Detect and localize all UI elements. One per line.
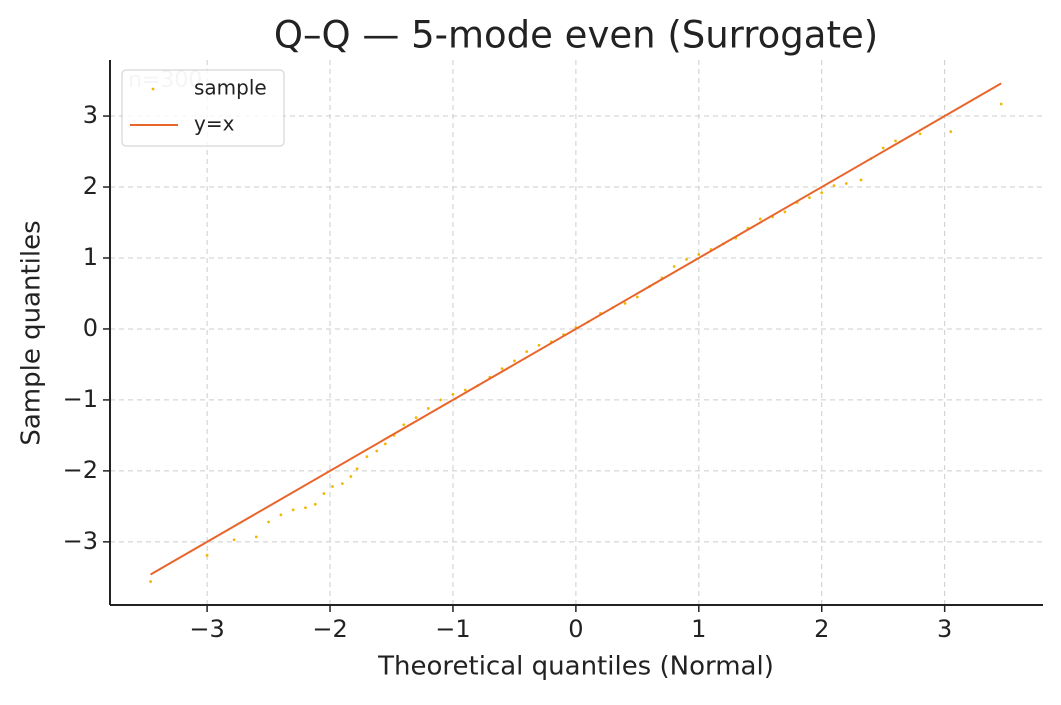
point bbox=[463, 388, 467, 392]
y-axis-label: Sample quantiles bbox=[17, 220, 47, 445]
y-tick-label: −1 bbox=[63, 385, 98, 413]
point bbox=[149, 580, 152, 583]
x-tick-label: −1 bbox=[435, 615, 470, 643]
point bbox=[783, 210, 787, 214]
reference-line bbox=[150, 82, 1002, 576]
point bbox=[414, 416, 418, 420]
point bbox=[232, 538, 236, 542]
point bbox=[859, 178, 863, 182]
legend-label: y=x bbox=[194, 112, 235, 136]
x-tick-label: 3 bbox=[937, 615, 952, 643]
point bbox=[279, 513, 283, 517]
point bbox=[291, 508, 295, 512]
point bbox=[672, 265, 676, 268]
x-tick-label: 1 bbox=[691, 615, 706, 643]
y-tick-label: −2 bbox=[63, 456, 98, 484]
point bbox=[537, 343, 541, 347]
point bbox=[402, 423, 406, 427]
point bbox=[254, 535, 258, 539]
point bbox=[918, 132, 922, 136]
point bbox=[355, 467, 359, 471]
point bbox=[513, 359, 516, 363]
point bbox=[451, 392, 455, 396]
y-tick-label: 2 bbox=[83, 172, 98, 200]
chart-title: Q–Q — 5-mode even (Surrogate) bbox=[274, 14, 878, 57]
point bbox=[331, 485, 334, 488]
point bbox=[383, 442, 387, 446]
point bbox=[685, 258, 688, 261]
y-tick-label: 3 bbox=[83, 101, 98, 129]
point bbox=[375, 449, 379, 453]
point bbox=[820, 191, 824, 195]
point bbox=[426, 407, 430, 410]
legend-box bbox=[121, 69, 285, 147]
y-tick-label: 0 bbox=[83, 314, 98, 342]
point bbox=[758, 217, 762, 221]
point bbox=[894, 139, 897, 143]
x-axis-label: Theoretical quantiles (Normal) bbox=[377, 652, 774, 682]
legend-label: sample bbox=[194, 76, 267, 100]
point bbox=[697, 253, 701, 256]
point bbox=[313, 502, 317, 506]
legend-marker bbox=[151, 87, 155, 91]
point bbox=[340, 482, 344, 486]
point bbox=[881, 146, 885, 150]
point bbox=[525, 350, 529, 354]
y-tick-label: −3 bbox=[63, 527, 98, 555]
point bbox=[844, 182, 848, 185]
point bbox=[304, 506, 307, 510]
x-tick-label: 0 bbox=[568, 615, 583, 643]
point bbox=[322, 492, 326, 495]
y-tick-label: 1 bbox=[83, 243, 98, 271]
point bbox=[349, 475, 353, 478]
point bbox=[439, 398, 443, 402]
x-tick-label: −3 bbox=[189, 615, 224, 643]
x-tick-label: 2 bbox=[814, 615, 829, 643]
point bbox=[832, 184, 836, 188]
point bbox=[205, 553, 209, 557]
point bbox=[999, 102, 1003, 106]
point bbox=[267, 520, 270, 524]
x-tick-label: −2 bbox=[312, 615, 347, 643]
point bbox=[808, 196, 811, 200]
point bbox=[949, 130, 953, 134]
point bbox=[623, 302, 627, 305]
point bbox=[500, 367, 504, 371]
point bbox=[365, 455, 369, 459]
point bbox=[635, 295, 639, 299]
